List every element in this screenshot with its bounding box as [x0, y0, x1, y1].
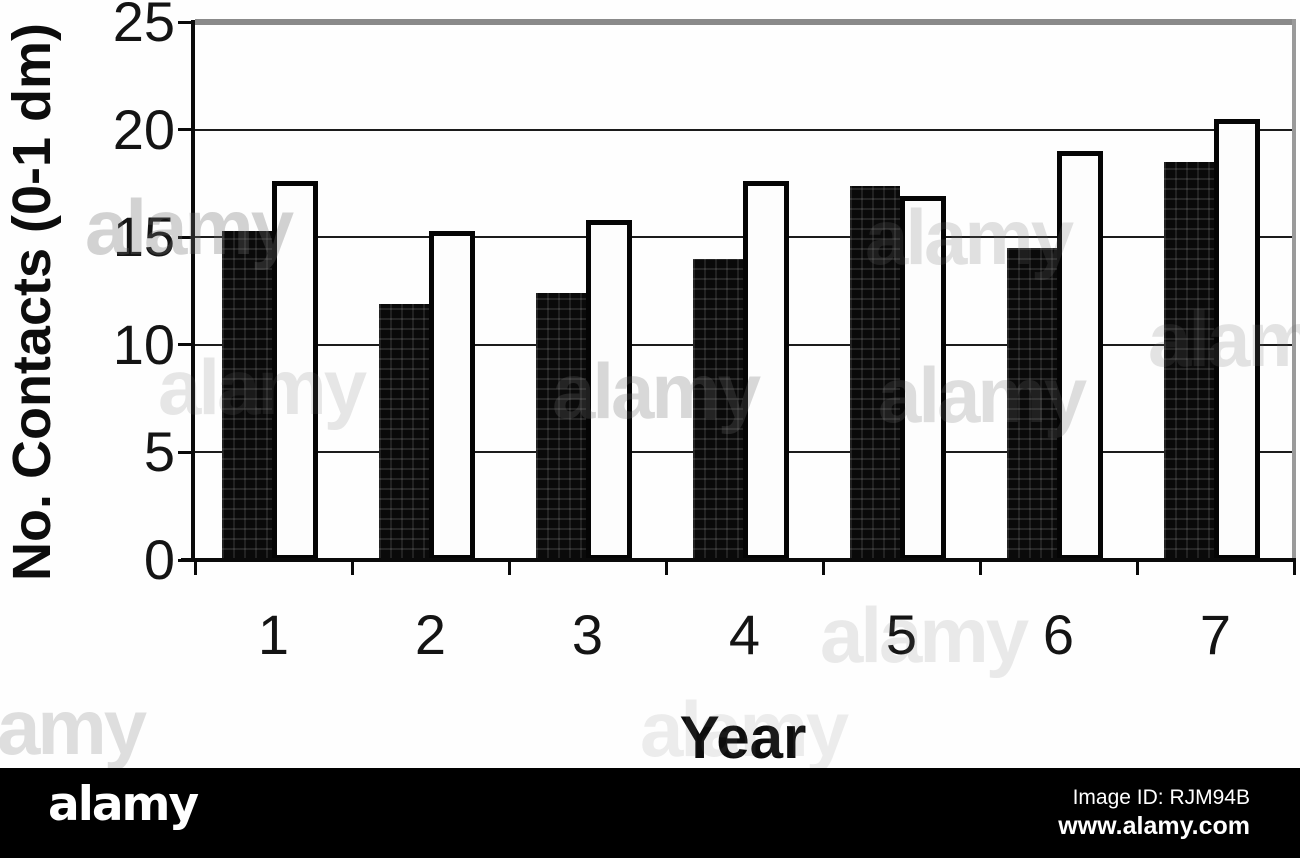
x-tick-7	[1292, 560, 1296, 575]
x-tick-1	[350, 560, 354, 575]
y-tick-label-20: 20	[112, 97, 175, 161]
image-id-text: Image ID: RJM94B	[1072, 786, 1250, 809]
bar-filled-year-7	[1164, 161, 1214, 560]
y-tick-0	[178, 558, 192, 562]
gridline-y-20	[195, 128, 1292, 131]
bar-filled-year-5	[850, 185, 900, 560]
y-tick-10	[178, 343, 192, 347]
x-tick-2	[507, 560, 511, 575]
alamy-url-text: www.alamy.com	[1058, 812, 1250, 840]
bar-open-year-2	[429, 230, 475, 560]
y-tick-25	[178, 20, 192, 24]
plot-area	[195, 22, 1294, 560]
alamy-watermark-tile: alamy	[0, 683, 147, 771]
x-tick-label-3: 3	[571, 603, 604, 666]
bar-filled-year-2	[379, 303, 429, 560]
bar-open-year-1	[272, 181, 318, 560]
bar-open-year-5	[900, 196, 946, 560]
bar-filled-year-1	[222, 230, 272, 560]
bar-open-year-6	[1057, 151, 1103, 560]
y-tick-label-10: 10	[112, 312, 175, 376]
bar-filled-year-3	[536, 293, 586, 560]
bar-open-year-7	[1214, 118, 1260, 560]
x-tick-label-5: 5	[885, 603, 918, 666]
x-tick-0	[193, 560, 197, 575]
y-axis-title: No. Contacts (0-1 dm)	[2, 22, 62, 582]
plot-right-border	[1292, 19, 1296, 562]
y-tick-label-0: 0	[143, 528, 175, 591]
y-tick-label-15: 15	[112, 205, 175, 269]
x-tick-label-1: 1	[257, 603, 290, 666]
x-tick-4	[821, 560, 825, 575]
y-tick-label-25: 25	[112, 0, 175, 53]
bar-filled-year-6	[1007, 247, 1057, 560]
y-tick-label-5: 5	[143, 420, 175, 484]
x-tick-label-7: 7	[1199, 603, 1232, 666]
x-axis-line	[181, 558, 1296, 562]
bar-open-year-4	[743, 181, 789, 560]
bar-open-year-3	[586, 219, 632, 560]
x-tick-6	[1135, 560, 1139, 575]
y-tick-5	[178, 450, 192, 454]
x-tick-label-6: 6	[1042, 603, 1075, 666]
y-axis-line	[191, 20, 195, 562]
y-tick-20	[178, 128, 192, 132]
x-tick-label-4: 4	[728, 603, 761, 666]
x-tick-3	[664, 560, 668, 575]
bar-filled-year-4	[693, 258, 743, 560]
x-tick-5	[978, 560, 982, 575]
x-tick-label-2: 2	[414, 603, 447, 666]
x-axis-title: Year	[679, 704, 807, 771]
watermark-footer-band: alamy Image ID: RJM94B www.alamy.com	[0, 768, 1300, 858]
plot-top-border	[195, 19, 1296, 25]
y-tick-15	[178, 235, 192, 239]
alamy-logo: alamy	[48, 777, 199, 832]
